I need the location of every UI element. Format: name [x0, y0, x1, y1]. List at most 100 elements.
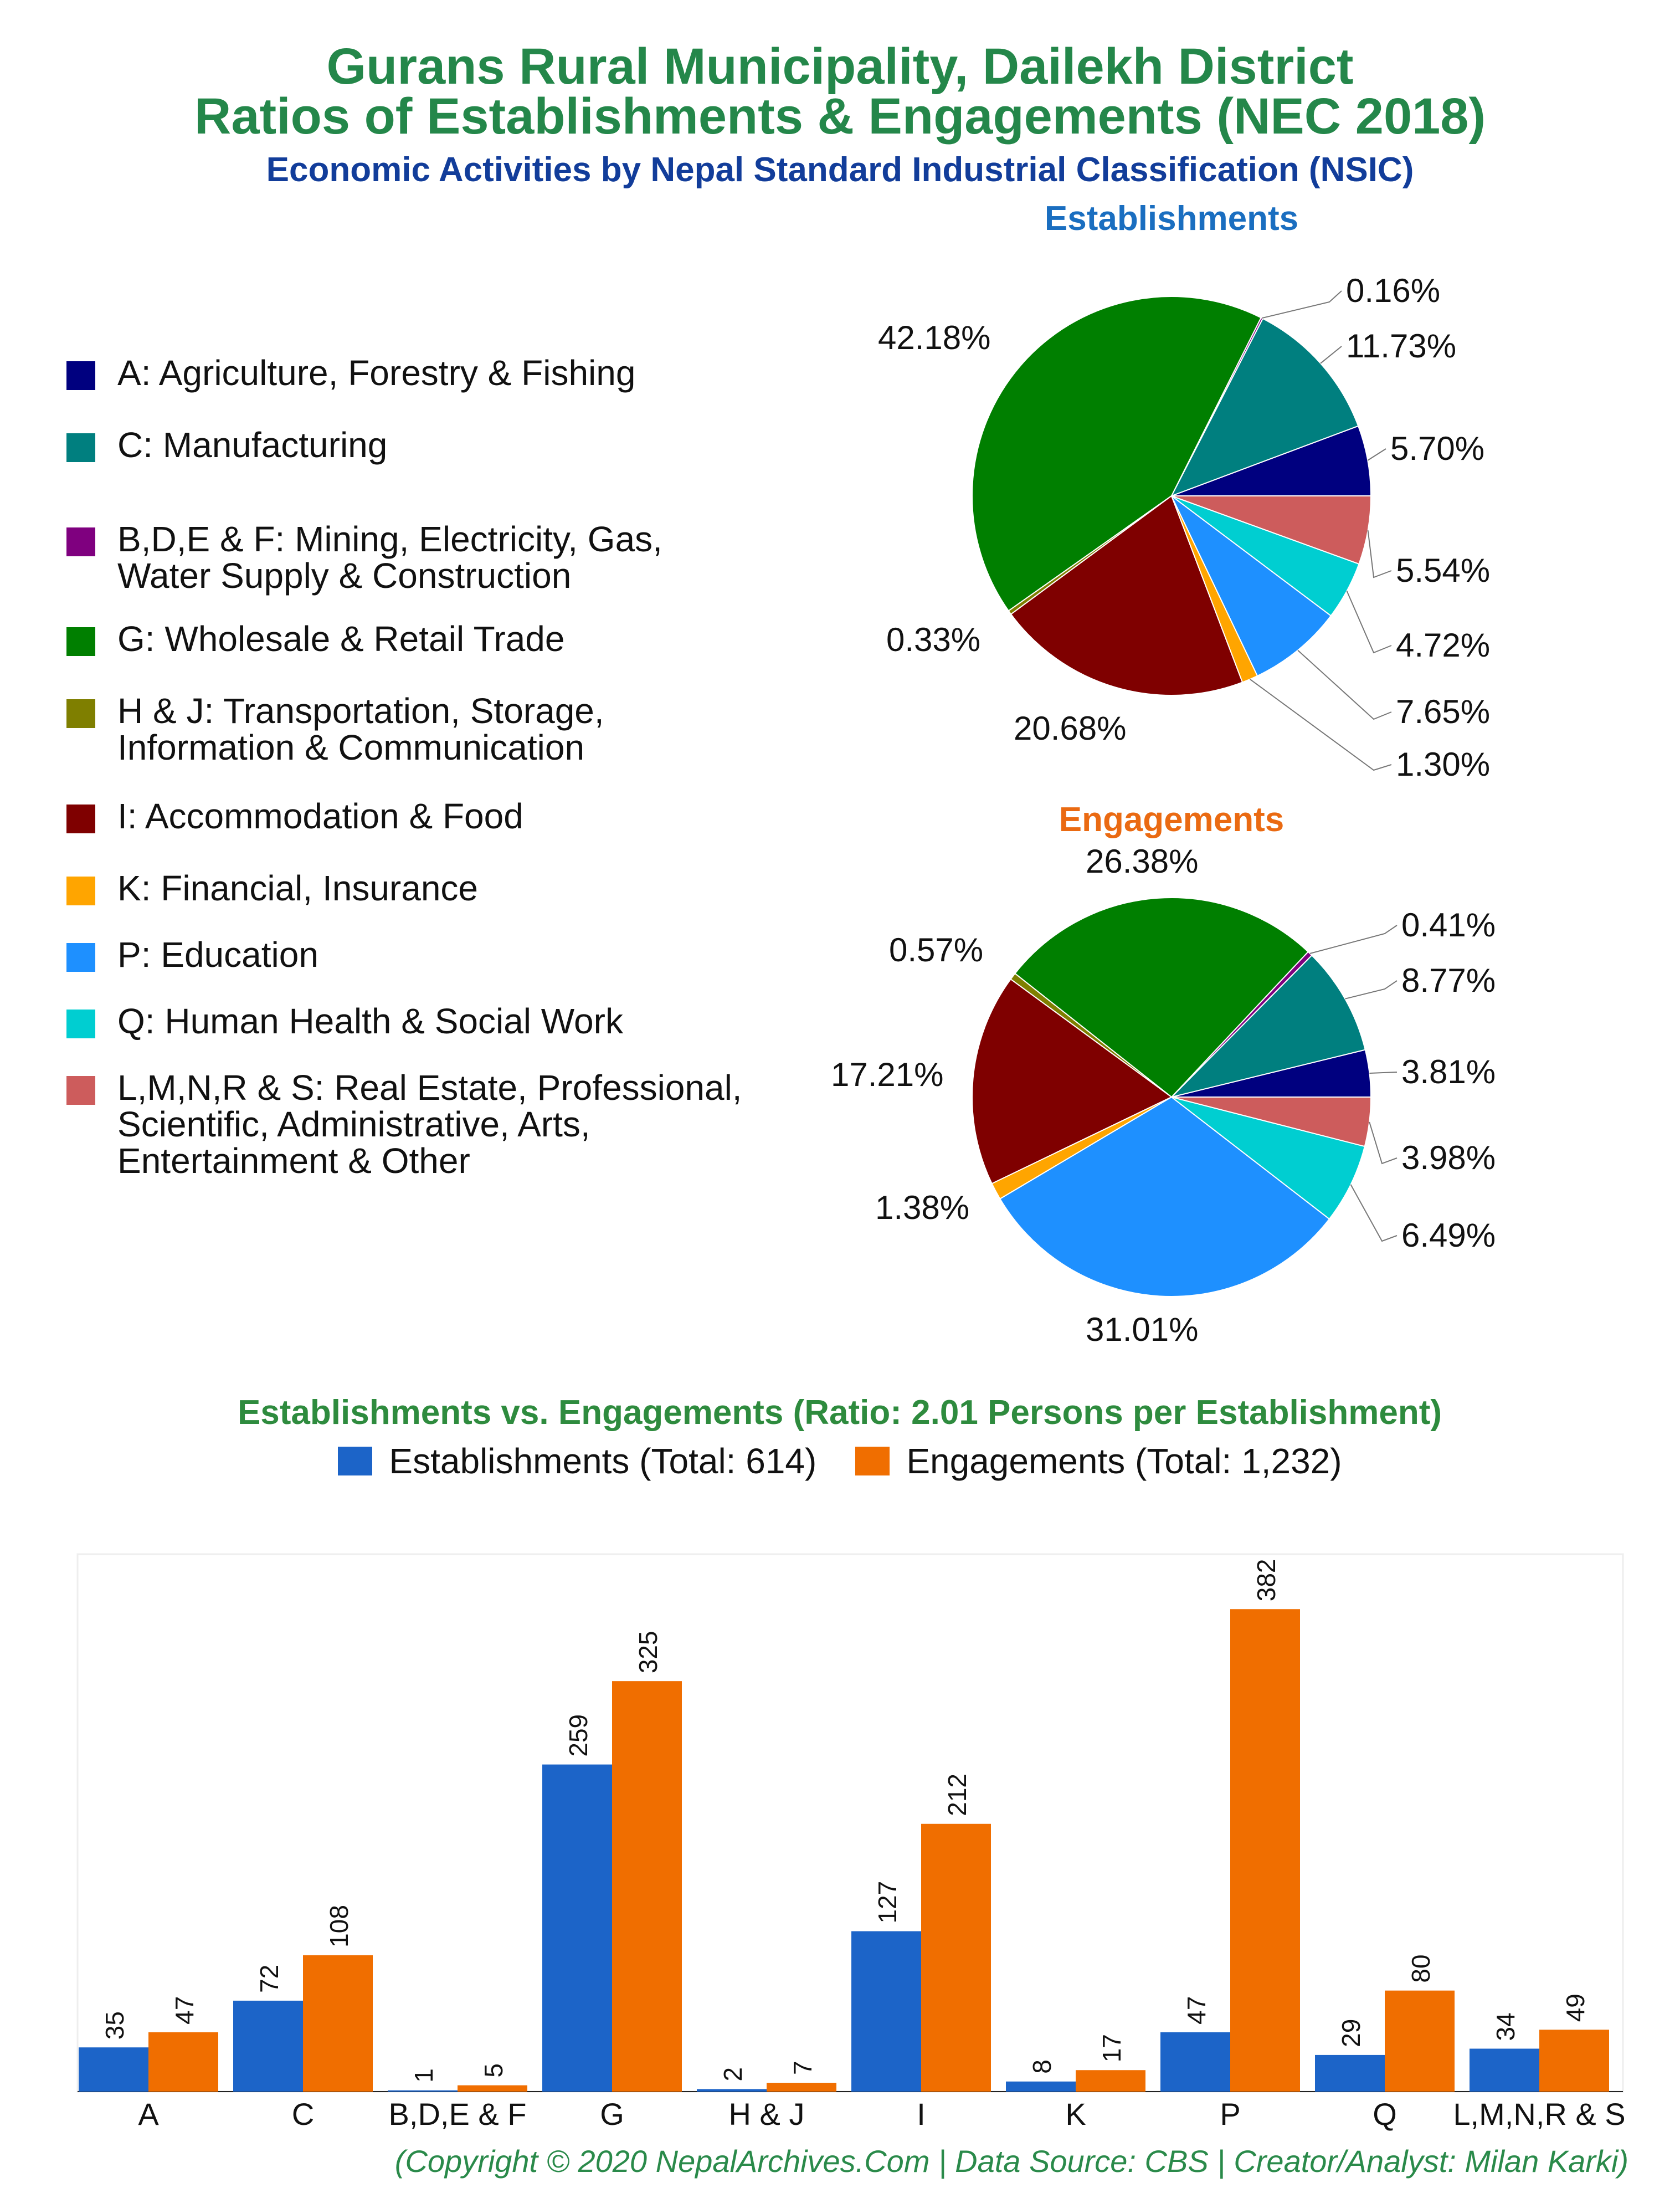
- bar-value-label: 34: [1491, 2012, 1520, 2041]
- bar-engagements-3: [612, 1681, 682, 2092]
- chart-title-line-1: Gurans Rural Municipality, Dailekh Distr…: [326, 38, 1354, 95]
- pie-label-a: 3.81%: [1401, 1053, 1496, 1090]
- pie-slice-c: [1169, 954, 1366, 1098]
- bar-establishments-9: [1470, 2048, 1539, 2092]
- legend-label: K: Financial, Insurance: [117, 868, 478, 908]
- legend-item-q: Q: Human Health & Social Work: [66, 1003, 623, 1039]
- x-tick-label: K: [1065, 2097, 1086, 2131]
- bar-legend-establishments-label: Establishments (Total: 614): [389, 1441, 817, 1481]
- legend-swatch: [66, 433, 95, 462]
- pie-label-p: 7.65%: [1396, 693, 1490, 730]
- bar-legend-engagements-label: Engagements (Total: 1,232): [906, 1441, 1342, 1481]
- pie-leader-line: [1261, 290, 1342, 319]
- bar-engagements-1: [303, 1955, 373, 2092]
- legend-label: A: Agriculture, Forestry & Fishing: [117, 353, 636, 393]
- pie-slice-p: [1171, 495, 1332, 677]
- bar-legend-engagements: Engagements (Total: 1,232): [855, 1441, 1342, 1482]
- pie-leader-line: [1250, 679, 1392, 771]
- bar-establishments-2: [388, 2090, 458, 2092]
- bar-legend-establishments: Establishments (Total: 614): [338, 1441, 816, 1482]
- bar-value-label: 35: [100, 2011, 129, 2040]
- legend-item-c: C: Manufacturing: [66, 427, 387, 463]
- pie-label-g: 26.38%: [1086, 843, 1199, 880]
- copyright-footer: (Copyright © 2020 NepalArchives.Com | Da…: [394, 2144, 1628, 2179]
- bar-value-label: 47: [1182, 1996, 1211, 2025]
- bar-establishments-7: [1160, 2032, 1230, 2092]
- pie-slice-i: [1010, 495, 1244, 696]
- bar-legend-engagements-swatch: [855, 1447, 890, 1475]
- legend-swatch: [66, 699, 95, 728]
- legend-label: Q: Human Health & Social Work: [117, 1001, 623, 1041]
- pie-title: Engagements: [1059, 801, 1285, 839]
- bar-engagements-6: [1076, 2070, 1145, 2092]
- bar-establishments-4: [697, 2089, 767, 2092]
- legend-swatch: [66, 805, 95, 833]
- x-tick-label: I: [917, 2097, 926, 2131]
- bar-establishments-5: [851, 1931, 921, 2092]
- pie-slice-p: [999, 1096, 1330, 1297]
- bar-value-label: 212: [943, 1774, 972, 1816]
- bar-value-label: 259: [564, 1714, 593, 1757]
- pie-title: Establishments: [1045, 199, 1298, 238]
- bar-engagements-0: [148, 2032, 218, 2092]
- pie-label-bdef: 0.16%: [1346, 272, 1440, 309]
- legend-swatch: [66, 361, 95, 390]
- legend-label: P: Education: [117, 935, 318, 975]
- pie-label-hj: 0.33%: [886, 621, 980, 658]
- pie-label-lmnrs: 5.54%: [1396, 552, 1490, 589]
- pie-label-lmnrs: 3.98%: [1401, 1139, 1496, 1176]
- pie-label-a: 5.70%: [1390, 430, 1484, 467]
- pie-label-q: 4.72%: [1396, 627, 1490, 664]
- pie-slice-i: [972, 978, 1173, 1185]
- pie-leader-line: [1346, 591, 1392, 654]
- legend-item-k: K: Financial, Insurance: [66, 870, 478, 906]
- bar-engagements-4: [767, 2083, 836, 2092]
- bar-value-label: 5: [479, 2063, 508, 2078]
- bar-engagements-5: [921, 1823, 991, 2092]
- bar-establishments-0: [79, 2047, 148, 2092]
- bar-value-label: 47: [170, 1996, 199, 2025]
- pie-leader-line: [1320, 346, 1342, 364]
- legend-swatch: [66, 1076, 95, 1105]
- legend-item-lmnrs: L,M,N,R & S: Real Estate, Professional, …: [66, 1069, 742, 1179]
- bar-engagements-2: [458, 2085, 527, 2092]
- pie-leader-line: [1297, 649, 1392, 720]
- pie-slice-c: [1170, 317, 1359, 497]
- chart-title-line-2: Ratios of Establishments & Engagements (…: [194, 88, 1486, 145]
- pie-charts: Establishments 5.70% 11.73% 0.16% 42.18% 0.33…: [831, 199, 1496, 1348]
- pie-slice-lmnrs: [1171, 1096, 1372, 1147]
- pie-slice-q: [1171, 1096, 1366, 1220]
- x-tick-label: Q: [1373, 2097, 1397, 2131]
- pie-leader-line: [1367, 448, 1386, 461]
- pie-label-hj: 0.57%: [889, 931, 983, 969]
- legend-label: G: Wholesale & Retail Trade: [117, 619, 565, 659]
- bar-engagements-9: [1539, 2030, 1609, 2092]
- bar-legend-establishments-swatch: [338, 1447, 373, 1475]
- bar-value-label: 325: [634, 1631, 662, 1673]
- legend-item-a: A: Agriculture, Forestry & Fishing: [66, 355, 635, 391]
- pie-leader-line: [1367, 530, 1392, 578]
- legend-item-bdef: B,D,E & F: Mining, Electricity, Gas, Wat…: [66, 521, 662, 594]
- bar-legend: Establishments (Total: 614) Engagements …: [0, 1441, 1680, 1482]
- chart-subtitle: Economic Activities by Nepal Standard In…: [266, 151, 1414, 189]
- pie-label-c: 11.73%: [1346, 327, 1456, 365]
- bar-value-label: 29: [1337, 2019, 1365, 2047]
- legend-swatch: [66, 1010, 95, 1038]
- x-tick-label: B,D,E & F: [389, 2097, 527, 2131]
- bar-establishments-6: [1006, 2081, 1076, 2092]
- bar-value-label: 8: [1027, 2059, 1056, 2074]
- x-tick-label: L,M,N,R & S: [1453, 2097, 1625, 2131]
- x-tick-label: C: [292, 2097, 314, 2131]
- pie-label-k: 1.38%: [875, 1189, 969, 1226]
- x-tick-label: H & J: [729, 2097, 805, 2131]
- pie-label-p: 31.01%: [1086, 1311, 1199, 1348]
- x-tick-label: G: [600, 2097, 624, 2131]
- pie-label-q: 6.49%: [1401, 1217, 1496, 1254]
- pie-label-g: 42.18%: [878, 319, 991, 356]
- legend-item-i: I: Accommodation & Food: [66, 798, 523, 834]
- bar-value-label: 2: [718, 2067, 747, 2082]
- x-tick-label: P: [1220, 2097, 1240, 2131]
- bar-chart-title: Establishments vs. Engagements (Ratio: 2…: [238, 1393, 1442, 1432]
- bar-value-label: 382: [1252, 1559, 1281, 1601]
